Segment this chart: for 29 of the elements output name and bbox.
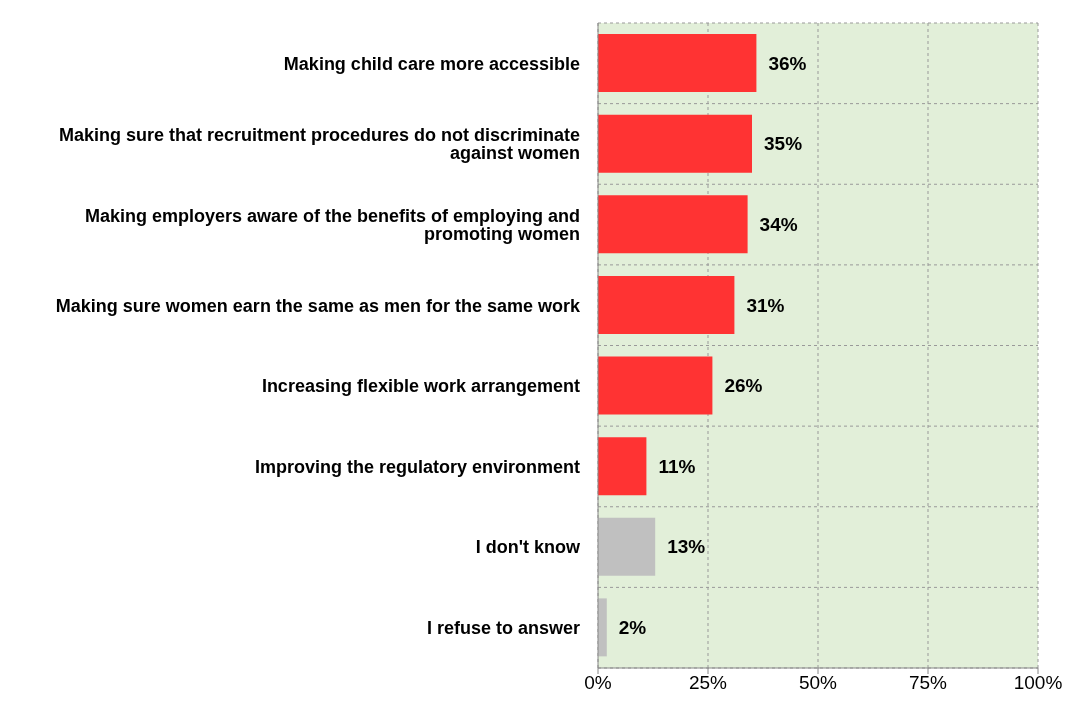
- data-label: 36%: [768, 52, 807, 74]
- data-label: 2%: [618, 617, 647, 639]
- bar: [598, 598, 607, 657]
- x-tick-label: 75%: [908, 672, 948, 694]
- x-tick-label: 25%: [688, 672, 728, 694]
- bar: [598, 114, 752, 173]
- x-tick-label: 0%: [584, 672, 612, 694]
- bar: [598, 356, 713, 415]
- y-tick-label: Making sure that recruitment procedures do not discriminate against women: [58, 125, 580, 164]
- bar: [598, 437, 647, 496]
- data-label: 26%: [724, 375, 763, 397]
- y-tick-label: Making child care more accessible: [283, 53, 580, 74]
- y-tick-label: I don't know: [475, 537, 581, 558]
- x-tick-label: 50%: [798, 672, 838, 694]
- data-label: 13%: [667, 536, 706, 558]
- data-label: 34%: [759, 213, 798, 235]
- y-tick-label: Improving the regulatory environment: [254, 456, 580, 477]
- data-label: 11%: [658, 455, 696, 477]
- y-tick-label: Increasing flexible work arrangement: [261, 376, 580, 397]
- bar: [598, 517, 656, 576]
- data-label: 31%: [746, 294, 785, 316]
- data-label: 35%: [764, 133, 803, 155]
- y-tick-label: Making sure women earn the same as men for the same work: [55, 295, 581, 316]
- x-tick-label: 100%: [1013, 672, 1063, 694]
- bar: [598, 275, 735, 334]
- y-tick-label: I refuse to answer: [426, 618, 580, 639]
- bar: [598, 195, 748, 254]
- bar: [598, 34, 757, 92]
- y-tick-label: Making employers aware of the benefits of employing and promoting women: [84, 205, 580, 244]
